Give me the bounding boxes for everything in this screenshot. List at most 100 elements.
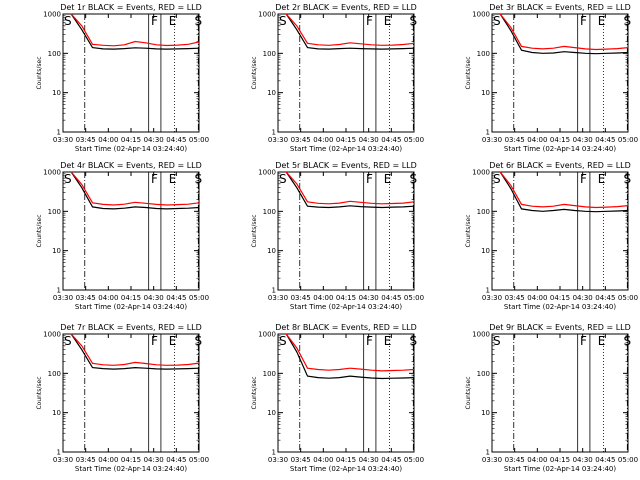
- x-tick-label: 04:00: [527, 294, 547, 302]
- x-tick-label: 05:00: [404, 136, 424, 144]
- x-tick-label: 04:30: [573, 136, 593, 144]
- x-tick-label: 04:15: [336, 136, 356, 144]
- panel-title: Det 8r BLACK = Events, RED = LLD: [275, 323, 417, 332]
- time-marker-label: S: [493, 14, 501, 28]
- x-tick-label: 04:00: [313, 456, 333, 464]
- time-marker-label: F: [580, 172, 587, 186]
- events-series-line: [499, 13, 629, 55]
- y-tick-label: 1000: [258, 169, 276, 177]
- time-marker-label: F: [580, 14, 587, 28]
- time-marker-label: F: [580, 334, 587, 348]
- x-tick-label: 04:45: [381, 456, 401, 464]
- x-tick-label: 04:00: [98, 456, 118, 464]
- x-tick-label: 04:45: [381, 294, 401, 302]
- x-tick-label: 04:00: [98, 294, 118, 302]
- x-tick-label: 03:45: [76, 294, 96, 302]
- time-marker-label: S: [410, 14, 418, 28]
- panel-title: Det 9r BLACK = Events, RED = LLD: [489, 323, 631, 332]
- y-tick-label: 100: [477, 370, 490, 378]
- panel-title: Det 2r BLACK = Events, RED = LLD: [275, 3, 417, 12]
- y-tick-label: 10: [52, 247, 61, 255]
- y-tick-label: 1: [57, 287, 61, 295]
- y-tick-label: 1: [57, 449, 61, 457]
- events-series-line: [70, 333, 200, 370]
- time-marker-label: S: [624, 334, 632, 348]
- x-tick-label: 04:00: [98, 136, 118, 144]
- y-tick-label: 10: [267, 89, 276, 97]
- panel-title: Det 7r BLACK = Events, RED = LLD: [60, 323, 202, 332]
- x-axis-label: Start Time (02-Apr-14 03:24:40): [290, 303, 402, 311]
- x-tick-label: 04:30: [359, 456, 379, 464]
- detector-panel: Det 9r BLACK = Events, RED = LLD 1 10 100 10…: [465, 323, 638, 473]
- x-axis-label: Start Time (02-Apr-14 03:24:40): [290, 145, 402, 153]
- y-tick-label: 1: [486, 287, 490, 295]
- time-marker-label: F: [151, 172, 158, 186]
- y-tick-label: 10: [267, 247, 276, 255]
- y-tick-label: 100: [263, 208, 276, 216]
- time-marker-label: S: [493, 172, 501, 186]
- time-marker-label: E: [598, 334, 606, 348]
- time-marker-label: S: [64, 334, 72, 348]
- y-tick-label: 100: [477, 208, 490, 216]
- y-tick-label: 1000: [472, 331, 490, 339]
- x-axis-label: Start Time (02-Apr-14 03:24:40): [504, 303, 616, 311]
- detector-panel: Det 7r BLACK = Events, RED = LLD 1 10 100 10…: [36, 323, 209, 473]
- detector-panel: Det 3r BLACK = Events, RED = LLD 1 10 100 10…: [465, 3, 638, 153]
- x-tick-label: 05:00: [404, 294, 424, 302]
- x-tick-label: 04:15: [550, 294, 570, 302]
- y-axis-label: Counts/sec: [36, 214, 43, 247]
- detector-panel: Det 8r BLACK = Events, RED = LLD 1 10 100 10…: [251, 323, 424, 473]
- time-marker-label: F: [151, 14, 158, 28]
- time-marker-label: F: [366, 14, 373, 28]
- x-tick-label: 03:30: [482, 136, 502, 144]
- y-axis-label: Counts/sec: [36, 56, 43, 89]
- y-tick-label: 1: [486, 449, 490, 457]
- y-axis-label: Counts/sec: [251, 214, 258, 247]
- x-tick-label: 05:00: [618, 456, 638, 464]
- x-axis-label: Start Time (02-Apr-14 03:24:40): [504, 465, 616, 473]
- y-tick-label: 1000: [43, 11, 61, 19]
- x-tick-label: 03:45: [505, 294, 525, 302]
- detector-panel: Det 5r BLACK = Events, RED = LLD 1 10 100 10…: [251, 161, 424, 311]
- time-marker-label: F: [366, 172, 373, 186]
- plot-frame: [491, 333, 629, 453]
- detector-panel: Det 1r BLACK = Events, RED = LLD 1 10 100 10…: [36, 3, 209, 153]
- time-marker-label: S: [64, 14, 72, 28]
- x-tick-label: 05:00: [189, 136, 209, 144]
- x-tick-label: 03:45: [291, 136, 311, 144]
- x-tick-label: 04:30: [573, 456, 593, 464]
- y-tick-label: 10: [481, 247, 490, 255]
- x-axis-label: Start Time (02-Apr-14 03:24:40): [504, 145, 616, 153]
- time-marker-label: S: [195, 14, 203, 28]
- x-tick-label: 04:30: [144, 294, 164, 302]
- time-marker-label: E: [598, 14, 606, 28]
- x-tick-label: 04:30: [359, 294, 379, 302]
- y-tick-label: 1000: [43, 169, 61, 177]
- lld-series-line: [285, 333, 415, 372]
- y-tick-label: 100: [263, 370, 276, 378]
- lld-series-line: [70, 13, 200, 47]
- events-series-line: [70, 171, 200, 210]
- x-tick-label: 04:15: [121, 294, 141, 302]
- x-tick-label: 03:30: [53, 294, 73, 302]
- y-axis-label: Counts/sec: [465, 56, 472, 89]
- x-axis-label: Start Time (02-Apr-14 03:24:40): [290, 465, 402, 473]
- time-marker-label: S: [64, 172, 72, 186]
- x-tick-label: 04:45: [166, 136, 186, 144]
- y-tick-label: 100: [48, 208, 61, 216]
- time-marker-label: F: [151, 334, 158, 348]
- y-tick-label: 100: [48, 50, 61, 58]
- x-tick-label: 04:30: [359, 136, 379, 144]
- x-tick-label: 03:45: [505, 136, 525, 144]
- time-marker-label: E: [384, 14, 392, 28]
- time-marker-label: S: [624, 172, 632, 186]
- x-axis-label: Start Time (02-Apr-14 03:24:40): [75, 145, 187, 153]
- x-tick-label: 05:00: [189, 456, 209, 464]
- y-tick-label: 100: [48, 370, 61, 378]
- time-marker-label: S: [279, 172, 287, 186]
- x-tick-label: 03:30: [482, 456, 502, 464]
- x-tick-label: 04:15: [121, 136, 141, 144]
- lld-series-line: [499, 13, 629, 51]
- x-tick-label: 03:45: [291, 456, 311, 464]
